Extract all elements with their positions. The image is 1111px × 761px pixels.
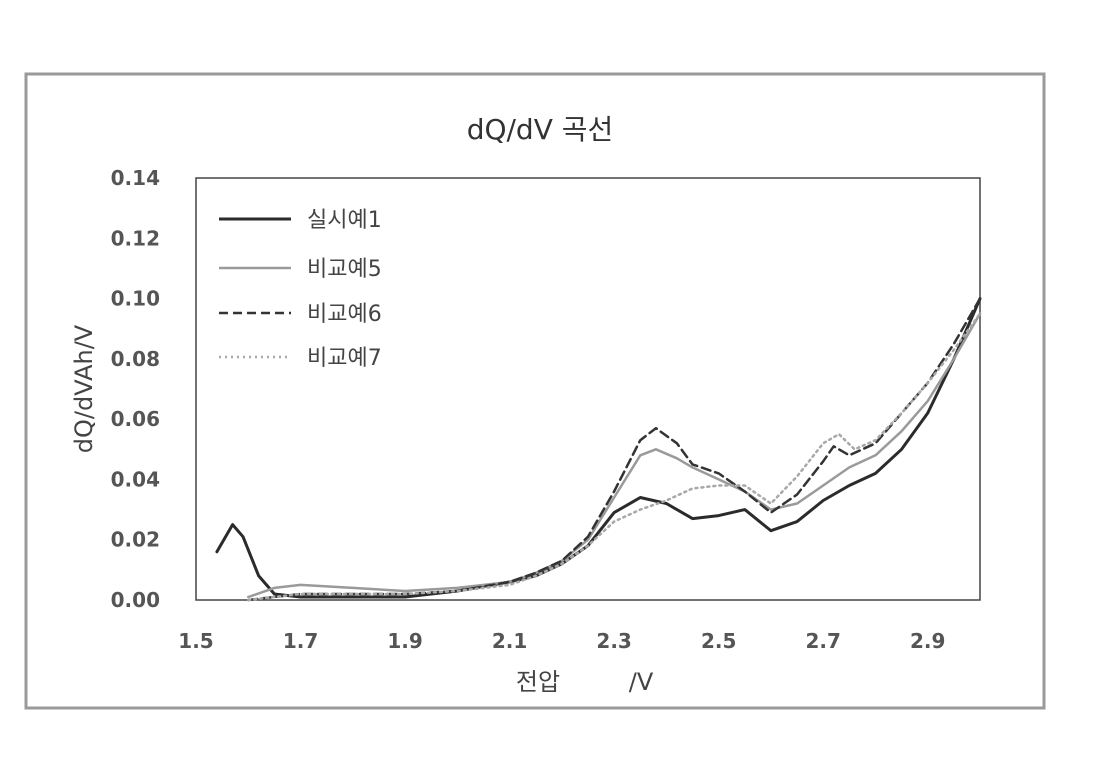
x-tick-label: 1.9 xyxy=(387,629,422,653)
x-axis-unit: /V xyxy=(629,668,654,696)
legend-label: 비교예5 xyxy=(307,257,382,282)
x-tick-labels: 1.5 1.7 1.9 2.1 2.3 2.5 2.7 2.9 xyxy=(178,629,945,653)
x-tick-label: 2.1 xyxy=(492,629,527,653)
legend-label: 실시예1 xyxy=(307,208,382,233)
y-tick-label: 0.06 xyxy=(111,407,160,431)
series-lines xyxy=(217,299,980,600)
x-tick-label: 2.5 xyxy=(701,629,736,653)
legend: 실시예1 비교예5 비교예6 비교예7 xyxy=(219,208,382,371)
y-tick-label: 0.04 xyxy=(111,467,160,491)
series-line-3 xyxy=(248,299,980,600)
x-tick-label: 2.3 xyxy=(596,629,631,653)
y-tick-label: 0.02 xyxy=(111,528,160,552)
y-axis-label: dQ/dVAh/V xyxy=(70,324,98,453)
y-tick-label: 0.12 xyxy=(111,226,160,250)
y-tick-label: 0.10 xyxy=(111,287,160,311)
chart-title: dQ/dV 곡선 xyxy=(467,113,614,146)
x-axis-label: 전압 xyxy=(516,668,560,696)
x-tick-label: 2.9 xyxy=(910,629,945,653)
y-tick-labels: 0.00 0.02 0.04 0.06 0.08 0.10 0.12 0.14 xyxy=(111,166,160,612)
y-tick-label: 0.14 xyxy=(111,166,160,190)
x-tick-label: 1.7 xyxy=(283,629,318,653)
legend-label: 비교예7 xyxy=(307,346,382,371)
x-tick-label: 1.5 xyxy=(178,629,213,653)
chart-frame xyxy=(26,74,1044,708)
legend-label: 비교예6 xyxy=(307,302,382,327)
x-tick-label: 2.7 xyxy=(805,629,840,653)
y-tick-label: 0.00 xyxy=(111,588,160,612)
y-tick-label: 0.08 xyxy=(111,347,160,371)
